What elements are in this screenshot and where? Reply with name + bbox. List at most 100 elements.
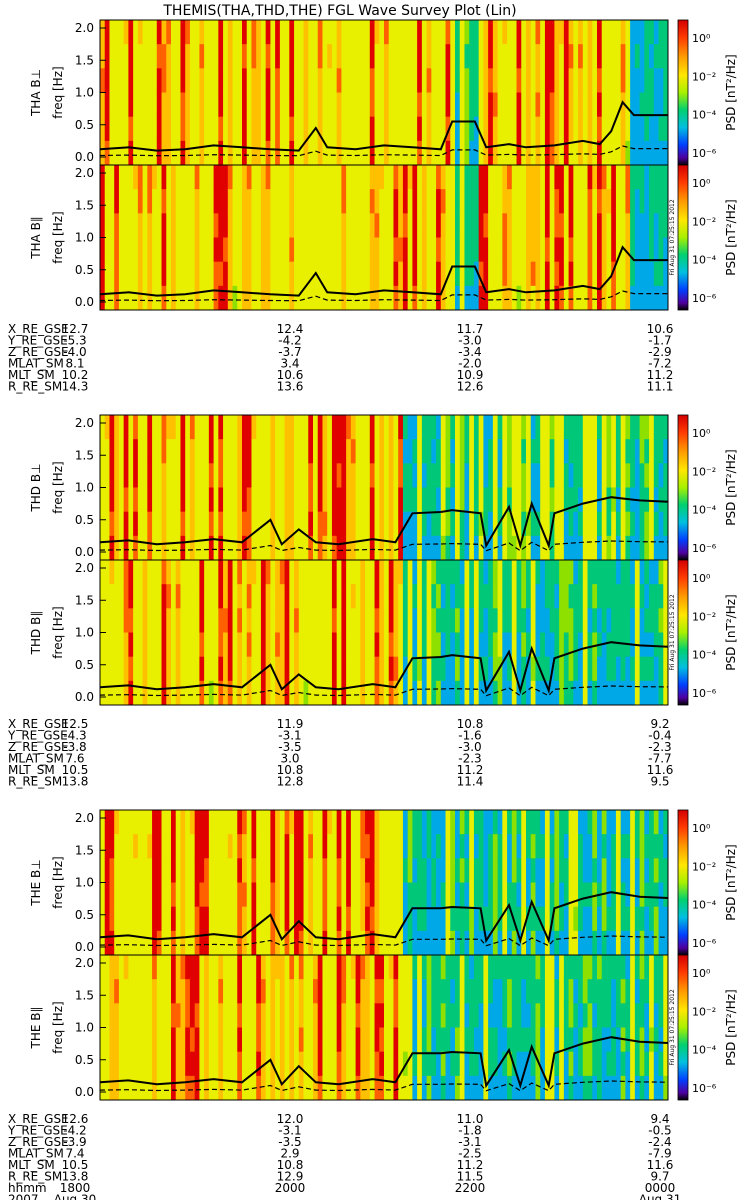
colorbar-tick-label: 10⁻² [692, 215, 716, 228]
ephemeris-value: 11.6 [647, 763, 674, 777]
ephemeris-value: 13.6 [277, 380, 304, 394]
spectrogram-panel: 2.0 1.5 1.0 0.5 0.0 THE B∥ freq [Hz] 10⁰ 10⁻² 10⁻… [29, 954, 738, 1101]
ephemeris-row-name: Z_RE_GSE [8, 345, 69, 359]
ephemeris-value: -7.7 [648, 752, 671, 766]
ephemeris-value: -3.4 [458, 345, 481, 359]
ephemeris-row-name: Y_RE_GSE [7, 729, 68, 743]
ephemeris-value: -2.0 [458, 357, 481, 371]
y-tick-label: 2.0 [75, 811, 94, 825]
y-tick-label: 0.5 [75, 908, 94, 922]
colorbar-tick-label: 10⁻⁴ [692, 109, 717, 122]
y-tick-label: 1.0 [75, 876, 94, 890]
ephemeris-row-name: MLT_SM [8, 763, 55, 777]
ephemeris-value: -5.3 [63, 334, 86, 348]
ephemeris-row-name: MLAT_SM [8, 1147, 64, 1161]
colorbar-tick-label: 10⁻⁶ [692, 542, 717, 555]
y-tick-label: 2.0 [75, 561, 94, 575]
fce-dashed-line [99, 685, 669, 697]
ephemeris-value: 11.2 [457, 1158, 484, 1172]
ephemeris-value: -1.7 [648, 334, 671, 348]
ephemeris-row-name: Y_RE_GSE [7, 1124, 68, 1138]
y-axis-label: freq [Hz] [51, 856, 65, 908]
y-axis-label: freq [Hz] [51, 606, 65, 658]
spectrogram-panel: 2.0 1.5 1.0 0.5 0.0 THE B⊥ freq [Hz] 10⁰ 10⁻² 10⁻… [29, 809, 738, 956]
colorbar-tick-label: 10⁻² [692, 465, 716, 478]
ephemeris-value: -1.8 [458, 1124, 481, 1138]
colorbar-label: PSD [nT²/Hz] [724, 199, 738, 275]
colorbar-label: PSD [nT²/Hz] [724, 594, 738, 670]
ephemeris-value: -3.5 [278, 740, 301, 754]
ephemeris-value: 10.8 [277, 763, 304, 777]
y-tick-label: 2.0 [75, 416, 94, 430]
date-year: 2007 [8, 1193, 39, 1200]
colorbar [677, 559, 689, 706]
colorbar-tick-label: 10⁰ [692, 572, 711, 585]
ephemeris-value: 11.4 [457, 775, 484, 789]
ephemeris-value: 12.0 [277, 1112, 304, 1126]
colorbar-tick-label: 10⁻⁴ [692, 649, 717, 662]
colorbar-tick-label: 10⁻² [692, 610, 716, 623]
colorbar-tick-label: 10⁻⁴ [692, 504, 717, 517]
y-tick-label: 2.0 [75, 166, 94, 180]
spectrogram-image [100, 560, 669, 706]
colorbar-tick-label: 10⁻⁶ [692, 937, 717, 950]
colorbar [677, 19, 689, 166]
y-tick-label: 1.5 [75, 53, 94, 67]
y-tick-label: 1.5 [75, 448, 94, 462]
ephemeris-value: 12.6 [62, 1112, 89, 1126]
y-tick-label: 0.0 [75, 295, 94, 309]
spectrogram-image [100, 20, 669, 166]
ephemeris-row-name: X_RE_GSE [8, 322, 69, 336]
ephemeris-value: -3.9 [63, 1135, 86, 1149]
ephemeris-value: 12.8 [277, 775, 304, 789]
y-tick-label: 1.5 [75, 843, 94, 857]
colorbar-tick-label: 10⁰ [692, 177, 711, 190]
fce-dashed-line [99, 540, 669, 552]
timestamp-label: Fri Aug 31 07:25:15 2012 [669, 989, 676, 1066]
colorbar-tick-label: 10⁻² [692, 70, 716, 83]
ephemeris-value: 13.8 [62, 1170, 89, 1184]
y-axis-label: freq [Hz] [51, 461, 65, 513]
panel-label: THD B∥ [29, 611, 43, 656]
colorbar-label: PSD [nT²/Hz] [724, 989, 738, 1065]
spectrogram-image [100, 955, 669, 1101]
y-tick-label: 2.0 [75, 21, 94, 35]
ephemeris-value: -3.5 [278, 1135, 301, 1149]
ephemeris-value: 10.5 [62, 763, 89, 777]
y-tick-label: 1.0 [75, 626, 94, 640]
ephemeris-row-name: MLT_SM [8, 368, 55, 382]
ephemeris-row-name: R_RE_SM [8, 1170, 62, 1184]
fce-line [99, 891, 669, 944]
ephemeris-row-name: MLT_SM [8, 1158, 55, 1172]
ephemeris-value: 9.4 [650, 1112, 669, 1126]
ephemeris-row-name: X_RE_GSE [8, 1112, 69, 1126]
the-probe-group: 2.0 1.5 1.0 0.5 0.0 THE B⊥ freq [Hz] 10⁰ 10⁻² 10⁻… [7, 809, 738, 1200]
ephemeris-value: 10.8 [277, 1158, 304, 1172]
ephemeris-value: 9.2 [650, 717, 669, 731]
thd-probe-group: 2.0 1.5 1.0 0.5 0.0 THD B⊥ freq [Hz] 10⁰ 10⁻² 10⁻… [7, 414, 738, 789]
ephemeris-value: 10.6 [277, 368, 304, 382]
ephemeris-value: -4.3 [63, 729, 86, 743]
ephemeris-value: -4.0 [63, 345, 86, 359]
colorbar-tick-label: 10⁰ [692, 32, 711, 45]
y-axis-label: freq [Hz] [51, 66, 65, 118]
fce-line [99, 496, 669, 550]
ephemeris-value: -2.9 [648, 345, 671, 359]
y-tick-label: 0.5 [75, 118, 94, 132]
timestamp-label: Fri Aug 31 07:25:15 2012 [669, 594, 676, 671]
colorbar-tick-label: 10⁻⁴ [692, 899, 717, 912]
panel-label: THA B⊥ [29, 69, 43, 117]
ephemeris-value: 9.7 [650, 1170, 669, 1184]
y-tick-label: 0.0 [75, 545, 94, 559]
ephemeris-value: 11.2 [457, 763, 484, 777]
spectrogram-image [100, 810, 669, 956]
ephemeris-value: 11.0 [457, 1112, 484, 1126]
ephemeris-row-name: Y_RE_GSE [7, 334, 68, 348]
fce-dashed-line [99, 290, 668, 302]
colorbar [677, 164, 689, 311]
ephemeris-value: 13.8 [62, 775, 89, 789]
ephemeris-row-name: MLAT_SM [8, 752, 64, 766]
colorbar-tick-label: 10⁻⁶ [692, 292, 717, 305]
ephemeris-value: 3.4 [280, 357, 299, 371]
